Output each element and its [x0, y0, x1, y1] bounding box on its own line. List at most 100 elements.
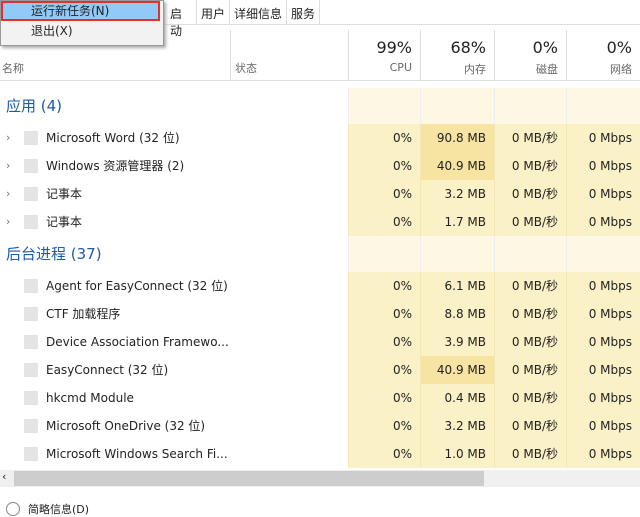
net-value: 0 Mbps: [566, 124, 640, 152]
mem-value: 3.9 MB: [420, 328, 494, 356]
cpu-value: 0%: [348, 440, 420, 468]
net-value: 0 Mbps: [566, 272, 640, 300]
disk-value: 0 MB/秒: [494, 180, 566, 208]
disk-value: 0 MB/秒: [494, 384, 566, 412]
cpu-value: 0%: [348, 152, 420, 180]
process-row[interactable]: Device Association Framewo... 0% 3.9 MB 0 M…: [0, 328, 640, 356]
col-status[interactable]: 状态: [230, 30, 348, 80]
group-cell: [566, 88, 640, 124]
process-row[interactable]: › Windows 资源管理器 (2) 0% 40.9 MB 0 MB/秒 0 Mbps: [0, 152, 640, 180]
group-cell: [494, 88, 566, 124]
process-icon: [24, 335, 38, 349]
net-value: 0 Mbps: [566, 440, 640, 468]
process-icon: [24, 363, 38, 377]
horizontal-scrollbar[interactable]: ‹: [0, 470, 640, 487]
group-title: 后台进程 (37): [6, 245, 102, 263]
process-name: 记事本: [46, 187, 83, 201]
mem-label: 内存: [464, 63, 486, 76]
mem-value: 3.2 MB: [420, 412, 494, 440]
disk-total: 0%: [532, 38, 558, 57]
net-value: 0 Mbps: [566, 356, 640, 384]
menu-item-exit[interactable]: 退出(X): [31, 24, 73, 38]
menu-item-run-new-task[interactable]: 运行新任务(N): [1, 1, 160, 21]
process-row[interactable]: EasyConnect (32 位) 0% 40.9 MB 0 MB/秒 0 Mbps: [0, 356, 640, 384]
net-label: 网络: [610, 63, 632, 76]
mem-value: 6.1 MB: [420, 272, 494, 300]
mem-value: 40.9 MB: [420, 356, 494, 384]
process-row[interactable]: CTF 加载程序 0% 8.8 MB 0 MB/秒 0 Mbps: [0, 300, 640, 328]
process-row[interactable]: Microsoft OneDrive (32 位) 0% 3.2 MB 0 MB/秒 0…: [0, 412, 640, 440]
disk-value: 0 MB/秒: [494, 208, 566, 236]
process-name: EasyConnect (32 位): [46, 363, 169, 377]
net-value: 0 Mbps: [566, 180, 640, 208]
cpu-value: 0%: [348, 356, 420, 384]
net-value: 0 Mbps: [566, 328, 640, 356]
col-name[interactable]: 名称: [2, 62, 24, 75]
net-value: 0 Mbps: [566, 300, 640, 328]
mem-value: 8.8 MB: [420, 300, 494, 328]
disk-value: 0 MB/秒: [494, 272, 566, 300]
tab-details[interactable]: 详细信息: [230, 0, 288, 24]
process-row[interactable]: › Microsoft Word (32 位) 0% 90.8 MB 0 MB/秒 0 M…: [0, 124, 640, 152]
disk-value: 0 MB/秒: [494, 152, 566, 180]
process-icon: [24, 279, 38, 293]
process-name: Agent for EasyConnect (32 位): [46, 279, 228, 293]
scrollbar-thumb[interactable]: [14, 471, 484, 486]
column-header: 名称 状态 99% CPU 68% 内存 0% 磁盘 0% 网络: [0, 30, 640, 81]
expand-chevron-icon[interactable]: ›: [6, 187, 11, 200]
col-cpu[interactable]: 99% CPU: [348, 30, 420, 80]
group-cell: [420, 88, 494, 124]
group-header: 后台进程 (37): [0, 236, 640, 272]
net-value: 0 Mbps: [566, 152, 640, 180]
fewer-details-link[interactable]: 简略信息(D): [28, 503, 90, 516]
cpu-value: 0%: [348, 412, 420, 440]
process-row[interactable]: hkcmd Module 0% 0.4 MB 0 MB/秒 0 Mbps: [0, 384, 640, 412]
expand-chevron-icon[interactable]: ›: [6, 215, 11, 228]
process-icon: [24, 215, 38, 229]
cpu-label: CPU: [389, 61, 412, 74]
mem-value: 1.7 MB: [420, 208, 494, 236]
process-name: Microsoft Word (32 位): [46, 131, 180, 145]
disk-value: 0 MB/秒: [494, 440, 566, 468]
group-cell: [348, 88, 420, 124]
process-row[interactable]: Agent for EasyConnect (32 位) 0% 6.1 MB 0 MB…: [0, 272, 640, 300]
mem-total: 68%: [450, 38, 486, 57]
scroll-left-icon[interactable]: ‹: [2, 470, 7, 483]
cpu-value: 0%: [348, 384, 420, 412]
disk-value: 0 MB/秒: [494, 300, 566, 328]
cpu-value: 0%: [348, 180, 420, 208]
tab-users[interactable]: 用户: [197, 0, 231, 24]
expand-chevron-icon[interactable]: ›: [6, 159, 11, 172]
process-row[interactable]: Microsoft Windows Search Fi... 0% 1.0 MB 0 …: [0, 440, 640, 468]
tab-services[interactable]: 服务: [287, 0, 321, 24]
tab-startup[interactable]: 启动: [150, 0, 197, 38]
net-value: 0 Mbps: [566, 412, 640, 440]
process-icon: [24, 187, 38, 201]
cpu-total: 99%: [376, 38, 412, 57]
net-value: 0 Mbps: [566, 208, 640, 236]
group-cell: [420, 236, 494, 272]
process-name: hkcmd Module: [46, 391, 134, 405]
process-icon: [24, 159, 38, 173]
disk-value: 0 MB/秒: [494, 412, 566, 440]
col-disk[interactable]: 0% 磁盘: [494, 30, 566, 80]
mem-value: 90.8 MB: [420, 124, 494, 152]
process-icon: [24, 447, 38, 461]
group-cell: [566, 236, 640, 272]
tab-bar: 启动 用户 详细信息 服务: [150, 0, 640, 38]
col-status-label: 状态: [235, 62, 257, 75]
disk-value: 0 MB/秒: [494, 356, 566, 384]
col-network[interactable]: 0% 网络: [566, 30, 640, 80]
disk-value: 0 MB/秒: [494, 328, 566, 356]
process-name: Device Association Framewo...: [46, 335, 229, 349]
group-cell: [348, 236, 420, 272]
cpu-value: 0%: [348, 272, 420, 300]
group-header: 应用 (4): [0, 88, 640, 124]
col-memory[interactable]: 68% 内存: [420, 30, 494, 80]
expand-chevron-icon[interactable]: ›: [6, 131, 11, 144]
process-row[interactable]: › 记事本 0% 3.2 MB 0 MB/秒 0 Mbps: [0, 180, 640, 208]
process-icon: [24, 131, 38, 145]
process-name: CTF 加载程序: [46, 307, 121, 321]
process-name: Microsoft OneDrive (32 位): [46, 419, 206, 433]
process-row[interactable]: › 记事本 0% 1.7 MB 0 MB/秒 0 Mbps: [0, 208, 640, 236]
